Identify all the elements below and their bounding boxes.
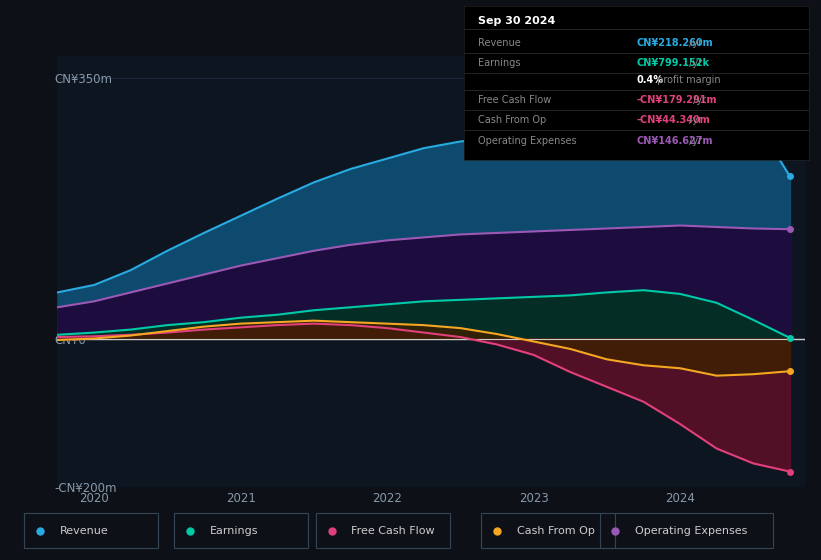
Text: CN¥146.627m: CN¥146.627m	[636, 136, 713, 146]
Text: Free Cash Flow: Free Cash Flow	[351, 526, 435, 535]
Text: /yr: /yr	[686, 136, 702, 146]
Text: Free Cash Flow: Free Cash Flow	[478, 95, 551, 105]
Text: /yr: /yr	[686, 38, 702, 48]
Text: Operating Expenses: Operating Expenses	[635, 526, 747, 535]
Text: Sep 30 2024: Sep 30 2024	[478, 16, 555, 26]
Text: Earnings: Earnings	[209, 526, 258, 535]
Text: 0.4%: 0.4%	[636, 74, 663, 85]
Text: -CN¥44.340m: -CN¥44.340m	[636, 115, 710, 124]
Text: profit margin: profit margin	[654, 74, 721, 85]
Text: Revenue: Revenue	[478, 38, 521, 48]
Text: Revenue: Revenue	[60, 526, 108, 535]
Text: -CN¥179.291m: -CN¥179.291m	[636, 95, 717, 105]
Text: Cash From Op: Cash From Op	[478, 115, 546, 124]
Text: Earnings: Earnings	[478, 58, 521, 68]
Text: Cash From Op: Cash From Op	[517, 526, 594, 535]
Text: CN¥799.152k: CN¥799.152k	[636, 58, 709, 68]
Text: /yr: /yr	[690, 95, 706, 105]
Text: /yr: /yr	[686, 58, 702, 68]
Text: CN¥218.260m: CN¥218.260m	[636, 38, 713, 48]
Text: /yr: /yr	[686, 115, 702, 124]
Text: Operating Expenses: Operating Expenses	[478, 136, 576, 146]
